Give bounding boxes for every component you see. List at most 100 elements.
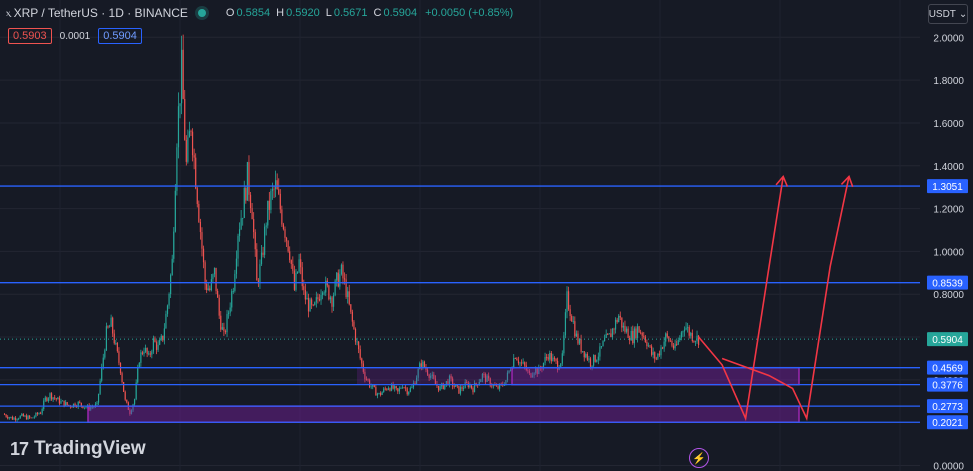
candle-body bbox=[661, 347, 664, 349]
candle-body bbox=[685, 327, 687, 330]
candle-body bbox=[245, 188, 247, 201]
candle-body bbox=[607, 333, 609, 335]
candle-body bbox=[610, 333, 612, 338]
candle-body bbox=[455, 384, 457, 387]
candle-body bbox=[116, 342, 118, 352]
candle-body bbox=[630, 330, 632, 341]
candle-body bbox=[621, 317, 623, 328]
candle-body bbox=[619, 315, 621, 318]
buy-price-button[interactable]: 0.5904 bbox=[98, 28, 142, 44]
lightning-icon[interactable]: ⚡ bbox=[689, 448, 709, 468]
candle-body bbox=[199, 221, 201, 233]
candle-body bbox=[694, 341, 697, 343]
candle-body bbox=[182, 49, 184, 99]
candle-body bbox=[629, 337, 631, 341]
candle-body bbox=[505, 380, 507, 386]
candle-body bbox=[657, 353, 659, 359]
candle-body bbox=[478, 382, 480, 386]
candle-body bbox=[597, 356, 599, 361]
candle-body bbox=[224, 331, 227, 333]
candle-body bbox=[683, 329, 686, 332]
candle-body bbox=[347, 291, 349, 297]
candle-body bbox=[343, 278, 346, 280]
candle-body bbox=[207, 288, 209, 291]
candle-body bbox=[123, 381, 125, 392]
candle-body bbox=[561, 353, 563, 364]
candle-body bbox=[193, 155, 195, 158]
candle-body bbox=[275, 180, 277, 190]
candle-body bbox=[527, 370, 529, 371]
candle-body bbox=[553, 357, 556, 359]
market-status-icon bbox=[197, 9, 206, 17]
candle-body bbox=[163, 328, 165, 341]
symbol-title[interactable]: XRP / TetherUS · 1D · BINANCE bbox=[13, 6, 188, 20]
candle-body bbox=[154, 338, 156, 343]
candle-body bbox=[680, 332, 682, 338]
candle-body bbox=[632, 330, 634, 344]
candle-body bbox=[141, 352, 144, 354]
candle-body bbox=[599, 346, 601, 357]
candle-body bbox=[149, 353, 151, 355]
candle-body bbox=[93, 406, 95, 408]
candle-body bbox=[508, 370, 510, 373]
candle-body bbox=[406, 388, 408, 395]
candle-body bbox=[10, 416, 12, 418]
candle-body bbox=[488, 375, 490, 379]
candle-body bbox=[583, 351, 585, 358]
candle-body bbox=[426, 369, 429, 375]
candle-body bbox=[231, 291, 233, 308]
candle-body bbox=[386, 388, 388, 390]
candle-body bbox=[165, 313, 167, 329]
candle-body bbox=[379, 393, 382, 395]
candle-body bbox=[350, 304, 352, 312]
candle-body bbox=[408, 391, 410, 395]
candle-body bbox=[378, 393, 380, 394]
candle-body bbox=[370, 386, 372, 388]
candle-body bbox=[448, 375, 451, 386]
candle-body bbox=[68, 404, 70, 406]
candle-body bbox=[184, 98, 186, 140]
candle-body bbox=[238, 229, 241, 236]
candle-body bbox=[44, 397, 46, 401]
candle-body bbox=[296, 271, 299, 274]
candle-body bbox=[491, 385, 493, 387]
candle-body bbox=[640, 332, 642, 334]
candle-body bbox=[572, 321, 574, 322]
candle-body bbox=[544, 356, 546, 363]
candle-body bbox=[65, 402, 67, 407]
candle-body bbox=[144, 347, 147, 352]
candle-body bbox=[394, 386, 396, 389]
candle-body bbox=[260, 252, 263, 265]
candle-body bbox=[185, 139, 187, 162]
candle-body bbox=[549, 353, 551, 360]
candle-body bbox=[506, 372, 509, 381]
candle-body bbox=[536, 368, 538, 375]
candle-body bbox=[453, 386, 455, 387]
candle-body bbox=[585, 353, 587, 358]
zone-rect bbox=[87, 405, 800, 423]
candle-body bbox=[433, 374, 435, 379]
candle-body bbox=[674, 344, 676, 349]
sell-price-button[interactable]: 0.5903 bbox=[8, 28, 52, 44]
candle-body bbox=[72, 403, 75, 408]
candle-body bbox=[417, 369, 419, 378]
candle-body bbox=[285, 237, 288, 241]
candle-body bbox=[614, 319, 617, 330]
candle-body bbox=[336, 272, 338, 281]
candle-body bbox=[112, 317, 114, 334]
candle-body bbox=[580, 339, 582, 352]
candle-body bbox=[593, 354, 595, 366]
candle-body bbox=[140, 352, 142, 363]
candle-body bbox=[204, 262, 206, 285]
open-value: 0.5854 bbox=[236, 7, 271, 19]
price-tick-label: 2.0000 bbox=[933, 33, 964, 44]
candle-body bbox=[66, 402, 68, 405]
candle-body bbox=[301, 267, 303, 287]
candle-body bbox=[187, 137, 189, 162]
candle-body bbox=[450, 375, 452, 379]
candle-body bbox=[444, 384, 446, 389]
candle-body bbox=[33, 416, 35, 418]
level-price-tag bbox=[927, 399, 968, 414]
currency-selector[interactable]: USDT ⌄ bbox=[928, 4, 968, 24]
